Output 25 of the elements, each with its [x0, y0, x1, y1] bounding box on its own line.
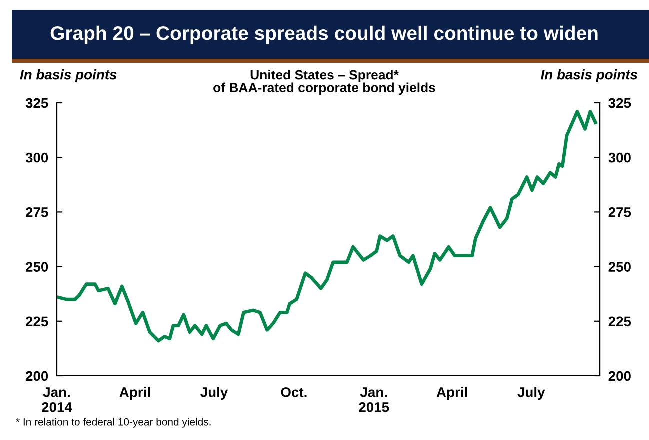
y-tick-label: 250	[26, 262, 48, 272]
line-series	[57, 110, 598, 343]
y-tick-label: 225	[26, 316, 48, 327]
x-tick-label: Jan. 2015	[359, 388, 390, 412]
y2-tick-label: 250	[608, 262, 631, 272]
y-tick-label: 275	[26, 208, 48, 218]
text: * In relation to federal 10-year bond yields.	[16, 418, 211, 428]
y-tick-label: 200	[26, 371, 48, 382]
chart-title: Graph 20 – Corporate spreads could well continue to widen	[50, 26, 598, 44]
y2-axis-title: In basis points	[541, 70, 638, 82]
x-tick-label: April	[436, 387, 468, 400]
x-tick-label: July	[200, 387, 228, 400]
y2-tick-label: 300	[608, 152, 631, 163]
y-tick-label: 300	[26, 152, 48, 163]
x-tick-label: Jan. 2014	[42, 388, 72, 412]
x-tick-label: April	[120, 387, 150, 400]
y-tick-label: 325	[26, 98, 48, 108]
y-axis-title: In basis points	[20, 70, 117, 82]
chart-subtitle: United States – Spread* of BAA-rated corporate bond yields	[214, 70, 436, 96]
x-tick-label: July	[518, 387, 546, 400]
y2-tick-label: 225	[608, 316, 632, 327]
y2-tick-label: 200	[608, 371, 631, 382]
x-tick-label: Oct.	[281, 387, 307, 398]
y2-tick-label: 325	[608, 98, 632, 108]
y2-tick-label: 275	[608, 208, 632, 218]
